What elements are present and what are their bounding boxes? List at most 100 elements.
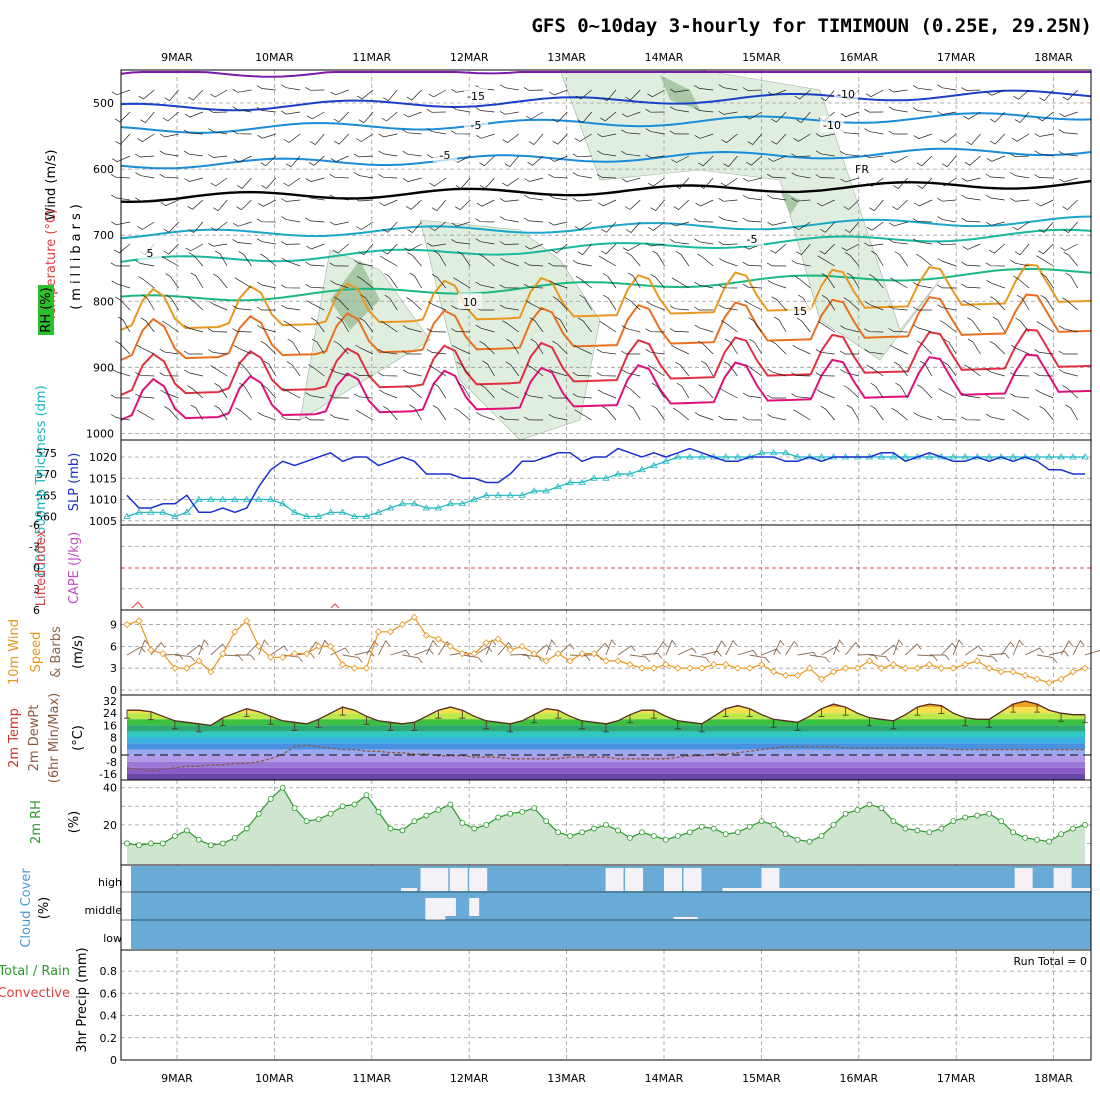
precip-label: 3hr Precip (mm) [75, 947, 90, 1052]
wind10m-barb [497, 641, 513, 656]
wind-barb [1010, 393, 1030, 399]
wind-barb [524, 243, 544, 250]
wind-barb [1011, 133, 1030, 142]
wind-barb [746, 155, 763, 166]
wind-barb [1038, 221, 1054, 233]
rh-marker [1022, 834, 1029, 841]
wind-barb [914, 199, 933, 207]
wind-barb [384, 273, 398, 289]
wind-barb [499, 284, 519, 289]
wind10m-barb [845, 641, 861, 656]
wind-barb [280, 415, 301, 421]
wind-speed-marker [1045, 679, 1053, 687]
wind-barb [915, 253, 933, 267]
wind-barb [724, 338, 738, 355]
wind-barb [160, 389, 179, 399]
wind-barb [817, 255, 835, 267]
cloud-block-high [683, 868, 702, 891]
wind-barb [257, 133, 276, 139]
wind10m-barb [892, 639, 904, 656]
wind-barb [816, 199, 835, 207]
rh-unit-label: (%) [67, 811, 82, 834]
thickness-marker [985, 453, 993, 460]
wind-barb [527, 155, 544, 166]
minmax-whisker [483, 720, 490, 730]
rh-marker [255, 810, 262, 817]
wind-barb [402, 129, 422, 135]
wind-barb [499, 216, 519, 223]
wind-barb [625, 89, 641, 101]
wind10m-barb [378, 639, 391, 656]
wind-barb [256, 85, 276, 91]
wind10m-barb [761, 648, 781, 656]
minmax-whisker [650, 710, 657, 719]
rh-marker [770, 821, 777, 828]
wind-barb [136, 344, 155, 355]
date-label-bottom: 12MAR [450, 1072, 489, 1085]
wind-barb [572, 260, 592, 267]
wind-barb [742, 87, 762, 91]
wind-barb [135, 153, 155, 158]
wind-barb [843, 385, 860, 399]
wind10m-barb [462, 654, 483, 663]
wind-barb [159, 133, 179, 138]
wind-barb [330, 368, 349, 377]
thickness-line [126, 452, 1085, 518]
wind10m-barb [138, 639, 150, 656]
pressure-ticks: 500 600 700 800 900 1000 [86, 97, 114, 440]
thickness-marker [494, 491, 502, 498]
wind-barb [912, 238, 932, 245]
wind-tick: 3 [110, 662, 117, 675]
wind-barb [815, 133, 835, 137]
wind-barb [646, 301, 665, 311]
wind-tick: 9 [110, 619, 117, 632]
temperature-band [121, 695, 1091, 701]
wind-barb [820, 89, 835, 102]
wind-barb [260, 155, 277, 167]
wind-ticks: 9 6 3 0 [110, 619, 117, 697]
wind-barb [356, 275, 374, 289]
wind-barb [694, 238, 714, 245]
rh-marker [686, 829, 693, 836]
wind-barb [652, 250, 665, 267]
wind-barb [306, 243, 325, 250]
thickness-marker [1009, 453, 1017, 460]
wind-barb [651, 382, 665, 399]
wind-barb [501, 388, 519, 399]
lifted-index-tick: 3 [33, 583, 40, 596]
wind-barb [796, 317, 811, 333]
rh-marker [866, 801, 873, 808]
wind10m-barb [917, 654, 938, 662]
wind-speed-marker [566, 657, 574, 665]
rh-marker [279, 784, 286, 791]
wind-barb [1038, 243, 1054, 255]
minmax-whisker [507, 723, 514, 733]
cloud-block-high [401, 888, 418, 891]
wind-barb [572, 393, 592, 399]
wind-barb [283, 320, 301, 333]
wind-barb [499, 241, 519, 245]
wind-barb [937, 111, 957, 115]
thickness-marker [805, 453, 814, 460]
wind10m-barb [869, 654, 890, 662]
wind-barb [624, 385, 641, 399]
wind-speed-marker [997, 668, 1005, 676]
thickness-marker [722, 453, 730, 460]
rh-marker [782, 831, 789, 838]
minmax-whisker [267, 716, 274, 725]
wind-barb [671, 155, 690, 163]
thickness-marker [326, 508, 335, 515]
thickness-marker [350, 512, 359, 519]
wind-barb [603, 294, 617, 311]
wind-barb [768, 155, 787, 162]
rh2m-panel: 40 20 2m RH (%) [29, 779, 1092, 866]
wind-barb [209, 89, 228, 98]
wind-barb [308, 364, 325, 377]
wind-barb [548, 173, 568, 179]
wind-barb [210, 365, 228, 377]
rh-marker [710, 825, 717, 832]
minmax-whisker [435, 710, 442, 719]
wind-barb [333, 111, 349, 123]
wind-barb [110, 262, 131, 267]
wind-speed-marker [865, 657, 874, 665]
